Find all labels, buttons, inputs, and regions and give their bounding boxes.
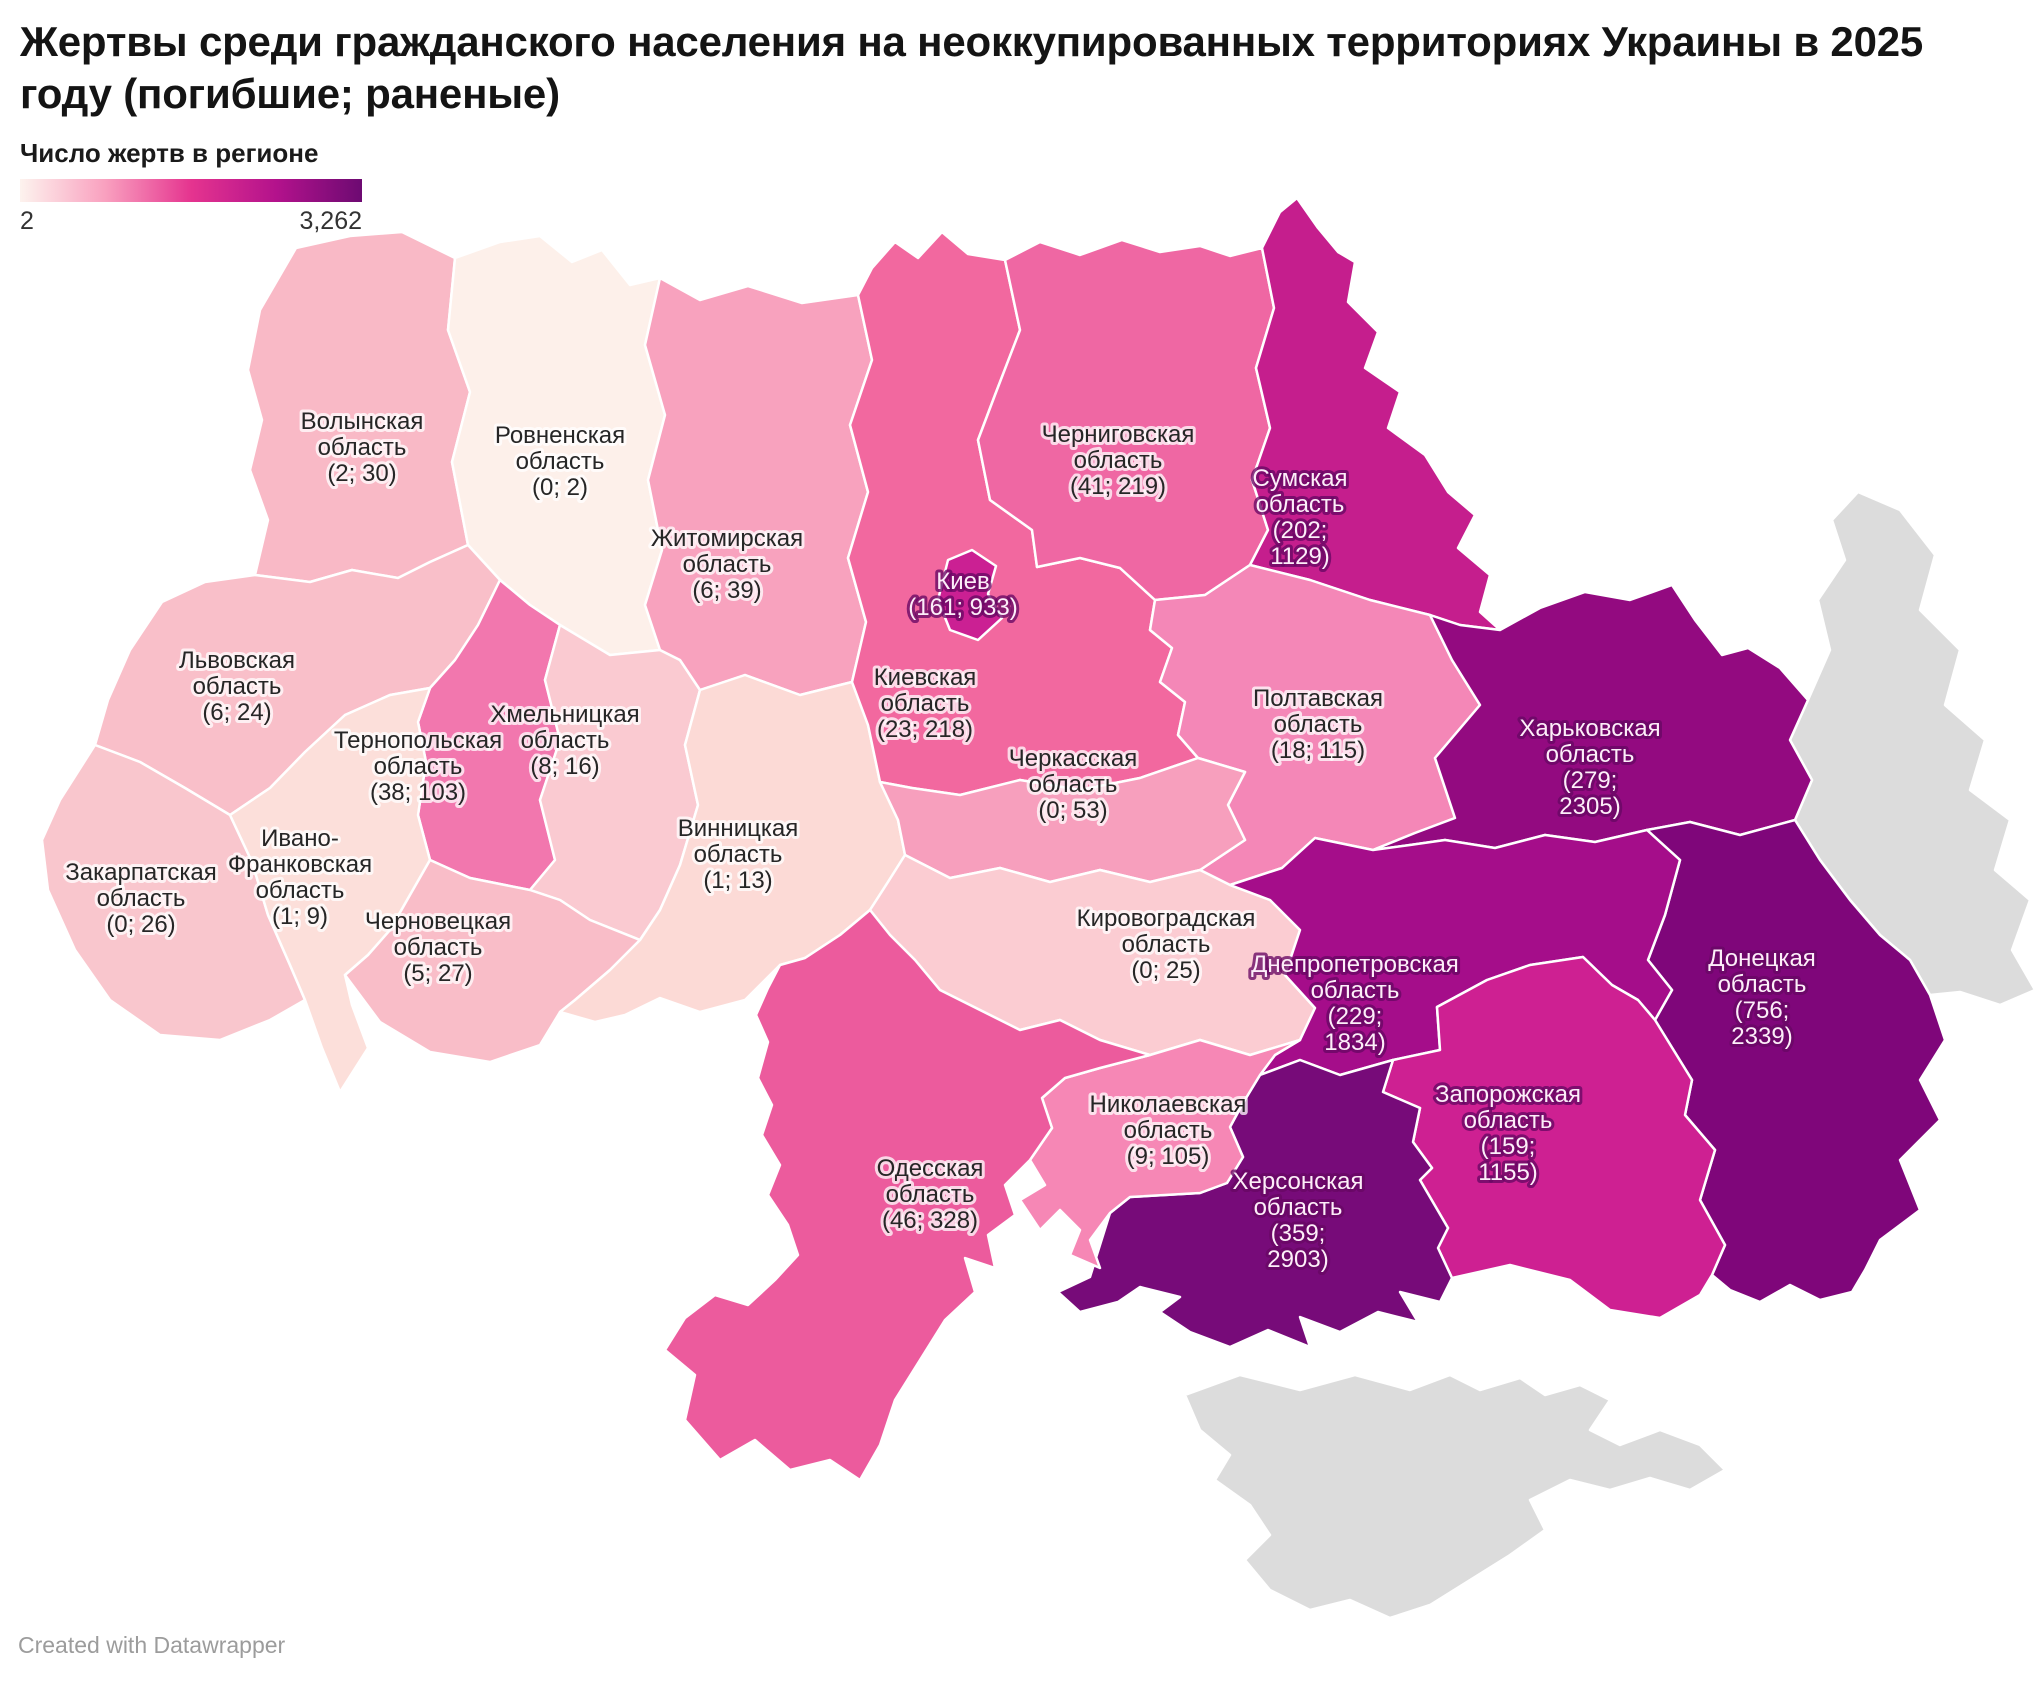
region-kyiv-city[interactable] (936, 548, 1004, 642)
legend-title: Число жертв в регионе (20, 138, 319, 168)
region-sumy[interactable] (1248, 196, 1502, 632)
region-odesa[interactable] (663, 908, 1152, 1482)
legend-min-value: 2 (20, 207, 34, 235)
region-zhytomyr[interactable] (643, 276, 874, 697)
legend-gradient-bar (20, 179, 362, 202)
legend-ticks: 2 3,262 (20, 207, 362, 236)
region-chernivtsi[interactable] (343, 858, 642, 1064)
region-ivano-frankivsk[interactable] (228, 686, 432, 1094)
legend-max-value: 3,262 (299, 207, 362, 235)
legend: Число жертв в регионе 2 3,262 (20, 138, 362, 236)
attribution-credit: Created with Datawrapper (18, 1632, 286, 1658)
region-zakarpattia[interactable] (40, 743, 307, 1042)
region-volyn[interactable] (246, 230, 472, 584)
page-title: Жертвы среди гражданского населения на н… (20, 18, 1924, 118)
region-crimea[interactable] (1183, 1373, 1727, 1620)
